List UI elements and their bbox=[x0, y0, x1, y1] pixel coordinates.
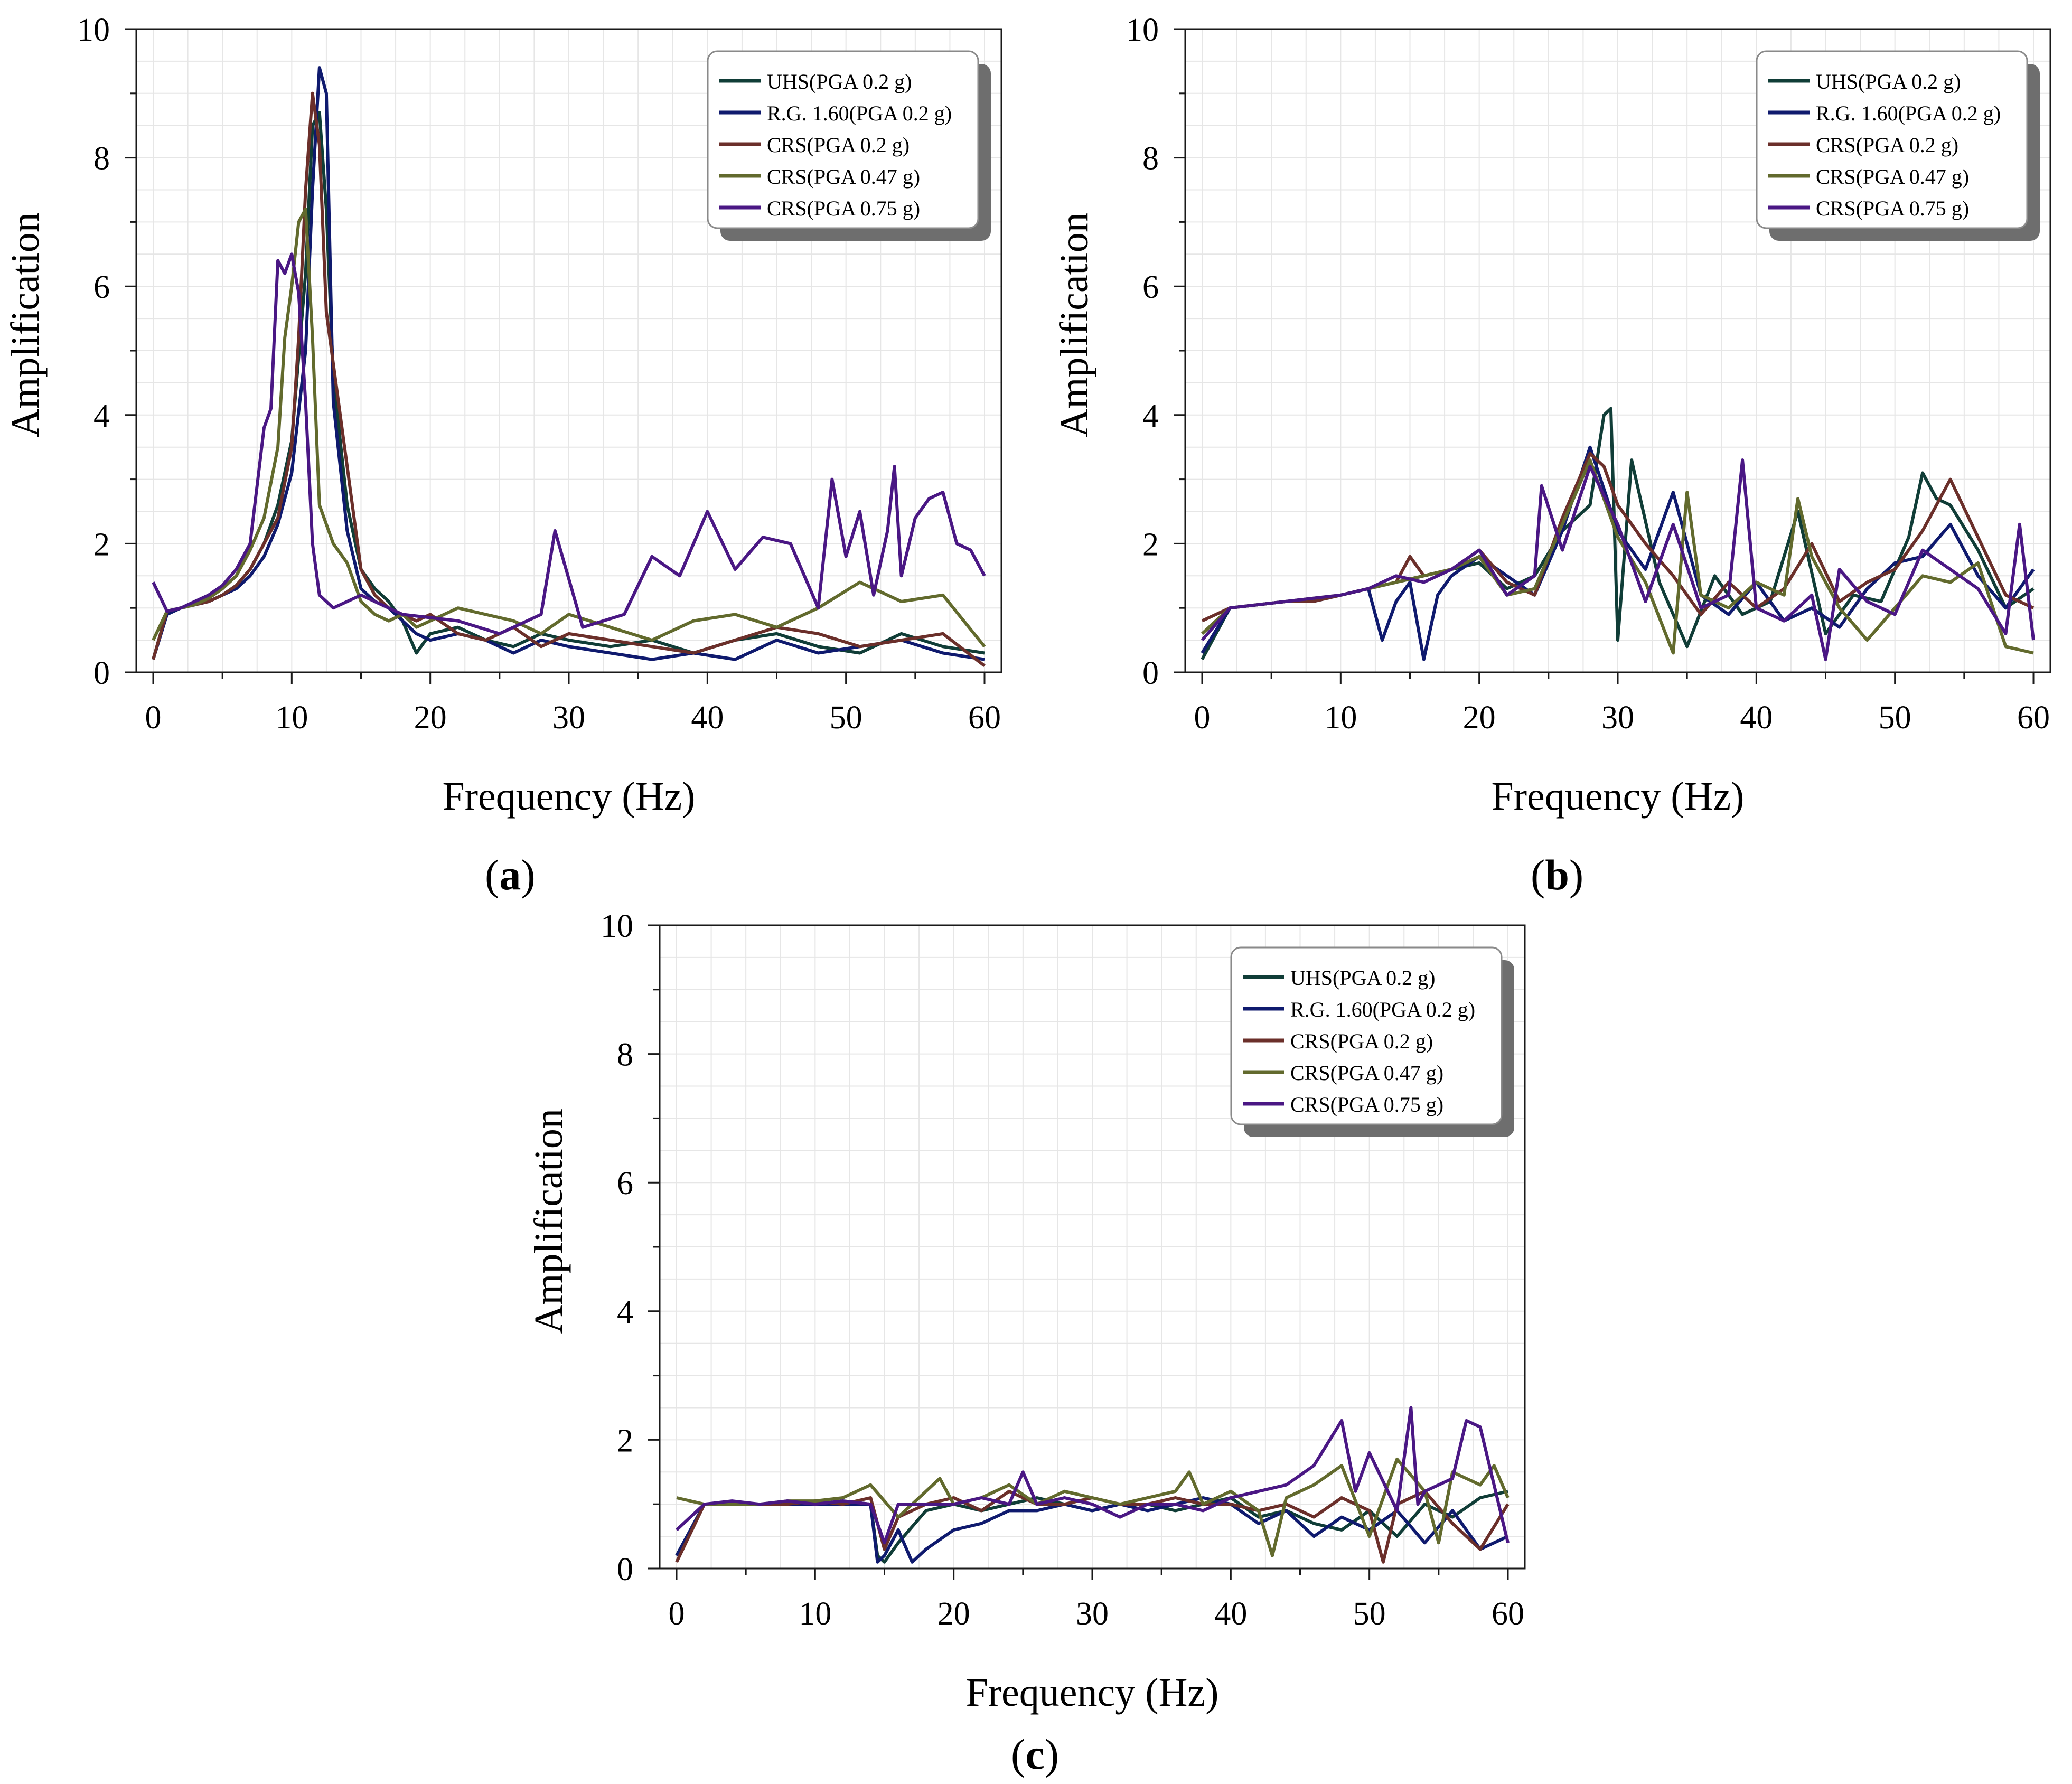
legend-label: CRS(PGA 0.47 g) bbox=[1816, 165, 1969, 189]
series-line-2 bbox=[675, 1496, 1509, 1564]
y-tick-label: 0 bbox=[1142, 655, 1159, 691]
legend-b: UHS(PGA 0.2 g) R.G. 1.60(PGA 0.2 g) CRS(PG… bbox=[1756, 50, 2040, 241]
legend-label: CRS(PGA 0.47 g) bbox=[1290, 1061, 1443, 1085]
legend-label: R.G. 1.60(PGA 0.2 g) bbox=[1816, 101, 2001, 125]
caption-a: (a) bbox=[485, 851, 536, 899]
x-tick-label: 0 bbox=[145, 700, 162, 736]
y-tick-label: 8 bbox=[1142, 141, 1159, 177]
x-tick-label: 50 bbox=[1879, 700, 1911, 736]
x-tick-label: 10 bbox=[275, 700, 308, 736]
legend-label: CRS(PGA 0.2 g) bbox=[1816, 133, 1958, 157]
legend-label: CRS(PGA 0.75 g) bbox=[1290, 1093, 1443, 1116]
x-tick-label: 50 bbox=[830, 700, 862, 736]
legend-label: CRS(PGA 0.47 g) bbox=[767, 165, 920, 189]
legend-label: R.G. 1.60(PGA 0.2 g) bbox=[767, 101, 952, 125]
x-tick-label: 20 bbox=[1463, 700, 1496, 736]
x-axis-label: Frequency (Hz) bbox=[442, 774, 695, 819]
legend-label: CRS(PGA 0.75 g) bbox=[767, 196, 920, 220]
y-tick-label: 10 bbox=[77, 12, 110, 48]
legend-box bbox=[1756, 50, 2028, 229]
x-tick-label: 30 bbox=[1601, 700, 1634, 736]
y-tick-label: 10 bbox=[1126, 12, 1159, 48]
y-tick-label: 4 bbox=[1142, 398, 1159, 434]
caption-b: (b) bbox=[1531, 851, 1584, 899]
y-tick-label: 8 bbox=[93, 141, 110, 177]
x-tick-label: 30 bbox=[552, 700, 585, 736]
x-tick-label: 60 bbox=[1492, 1596, 1524, 1632]
series-line-5 bbox=[152, 252, 986, 635]
x-axis-label: Frequency (Hz) bbox=[1491, 774, 1744, 819]
x-tick-label: 60 bbox=[2017, 700, 2050, 736]
y-tick-label: 2 bbox=[93, 527, 110, 562]
legend-c: UHS(PGA 0.2 g) R.G. 1.60(PGA 0.2 g) CRS(PG… bbox=[1230, 946, 1514, 1137]
x-tick-label: 20 bbox=[414, 700, 447, 736]
series-group-c bbox=[675, 1406, 1510, 1564]
legend-label: UHS(PGA 0.2 g) bbox=[1290, 966, 1435, 990]
x-tick-label: 20 bbox=[937, 1596, 970, 1632]
series-line-4 bbox=[676, 1457, 1510, 1557]
y-axis-label: Amplification bbox=[1052, 212, 1096, 437]
legend-label: UHS(PGA 0.2 g) bbox=[767, 70, 912, 93]
series-line-5 bbox=[675, 1406, 1510, 1545]
y-tick-label: 8 bbox=[617, 1037, 633, 1073]
series-group-b bbox=[1201, 407, 2035, 661]
y-tick-label: 0 bbox=[617, 1552, 633, 1588]
series-line-4 bbox=[152, 208, 986, 648]
y-tick-label: 2 bbox=[1142, 527, 1159, 562]
x-tick-label: 0 bbox=[1194, 700, 1211, 736]
series-line-5 bbox=[1201, 458, 2035, 661]
x-axis-label: Frequency (Hz) bbox=[965, 1670, 1218, 1715]
x-tick-label: 50 bbox=[1353, 1596, 1386, 1632]
y-tick-label: 6 bbox=[93, 269, 110, 305]
y-axis-label: Amplification bbox=[527, 1109, 571, 1334]
x-tick-label: 10 bbox=[799, 1596, 831, 1632]
chart-a: 0 10 20 30 40 50 60 0 2 4 6 8 10 Frequency (Hz) Amplif… bbox=[3, 12, 1002, 819]
chart-c: 0 10 20 30 40 50 60 0 2 4 6 8 10 Frequency (Hz) Amplif… bbox=[527, 908, 1526, 1715]
x-tick-label: 40 bbox=[691, 700, 724, 736]
legend-label: CRS(PGA 0.2 g) bbox=[767, 133, 910, 157]
y-tick-label: 2 bbox=[617, 1423, 633, 1459]
y-tick-label: 4 bbox=[93, 398, 110, 434]
legend-label: CRS(PGA 0.75 g) bbox=[1816, 196, 1969, 220]
y-tick-label: 6 bbox=[1142, 269, 1159, 305]
legend-label: CRS(PGA 0.2 g) bbox=[1290, 1029, 1433, 1053]
chart-b: 0 10 20 30 40 50 60 0 2 4 6 8 10 Frequency (Hz) Amplif… bbox=[1052, 12, 2051, 819]
series-line-3 bbox=[152, 91, 986, 668]
y-axis-label: Amplification bbox=[3, 212, 48, 437]
x-tick-label: 60 bbox=[968, 700, 1001, 736]
x-tick-label: 40 bbox=[1740, 700, 1773, 736]
legend-label: R.G. 1.60(PGA 0.2 g) bbox=[1290, 998, 1475, 1021]
y-tick-label: 10 bbox=[601, 908, 633, 944]
x-tick-label: 10 bbox=[1324, 700, 1357, 736]
series-group-a bbox=[152, 66, 986, 668]
y-tick-label: 6 bbox=[617, 1166, 633, 1201]
x-tick-label: 40 bbox=[1214, 1596, 1247, 1632]
legend-box bbox=[1230, 946, 1503, 1125]
x-tick-label: 30 bbox=[1076, 1596, 1109, 1632]
y-tick-label: 0 bbox=[93, 655, 110, 691]
y-tick-label: 4 bbox=[617, 1294, 633, 1330]
legend-label: UHS(PGA 0.2 g) bbox=[1816, 70, 1961, 93]
caption-c: (c) bbox=[1011, 1730, 1060, 1778]
legend-a: UHS(PGA 0.2 g) R.G. 1.60(PGA 0.2 g) CRS(PG… bbox=[707, 50, 991, 241]
x-tick-label: 0 bbox=[669, 1596, 685, 1632]
legend-box bbox=[707, 50, 979, 229]
